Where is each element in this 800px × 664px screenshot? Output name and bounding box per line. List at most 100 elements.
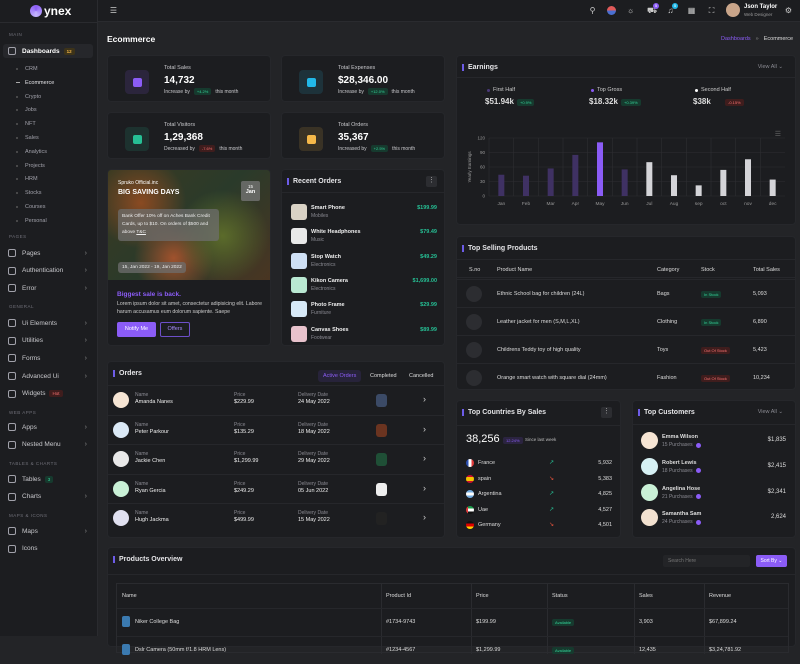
product-name[interactable]: Stop Watch [311, 253, 342, 260]
countries-since: Since last week [525, 437, 557, 442]
bell-icon[interactable]: ♫ 5 [667, 3, 678, 15]
more-options-icon[interactable]: ⋮ [601, 407, 612, 418]
summary-change: +0.39% [621, 99, 641, 106]
country-name: Germany [478, 522, 501, 529]
notify-me-button[interactable]: Notify Me [117, 322, 156, 337]
search-input[interactable] [663, 555, 750, 567]
sidebar-subitem[interactable]: Stocks [16, 190, 42, 196]
trend-down-icon: ↘ [549, 522, 555, 529]
product-name[interactable]: Smart Phone [311, 205, 345, 211]
bar-dec [769, 179, 776, 196]
chevron-right-icon: › [84, 249, 87, 257]
sidebar-subitem[interactable]: Projects [16, 163, 45, 169]
sidebar-subitem[interactable]: Courses [16, 204, 45, 210]
sidebar-item[interactable]: Advanced Ui › [3, 369, 93, 383]
more-options-icon[interactable]: ⋮ [426, 176, 437, 187]
sidebar-item[interactable]: Ui Elements › [3, 316, 93, 330]
card-title: Top Selling Products [462, 245, 537, 252]
card-title: Earnings [462, 64, 498, 71]
customer-name[interactable]: Emma Wilson [662, 434, 699, 440]
tab-active-orders[interactable]: Active Orders [318, 370, 362, 382]
sidebar-item[interactable]: Icons [3, 542, 93, 556]
promo-title: BIG SAVING DAYS [118, 189, 180, 196]
logo[interactable]: ynex [30, 4, 71, 18]
sidebar-subitem[interactable]: NFT [16, 121, 36, 127]
badge: 3 [44, 475, 54, 483]
trend-up-icon: ↗ [549, 506, 555, 513]
tab-cancelled[interactable]: Cancelled [409, 373, 434, 379]
theme-toggle-icon[interactable]: ☼ [626, 6, 635, 15]
customer-name[interactable]: Robert Lewis [662, 459, 697, 466]
sidebar-item[interactable]: Pages › [3, 246, 93, 260]
language-flag-icon[interactable] [607, 6, 616, 15]
sidebar-item[interactable]: Maps › [3, 524, 93, 538]
customer-name: Jackie Chen [135, 458, 166, 464]
view-all-dropdown[interactable]: View All ⌄ [757, 409, 783, 415]
sidebar-subitem[interactable]: CRM [16, 66, 38, 72]
sidebar-item[interactable]: Error › [3, 281, 93, 295]
sidebar-item[interactable]: Widgets Hot [3, 387, 93, 401]
sidebar-item[interactable]: Forms › [3, 351, 93, 365]
product-thumbnail [291, 325, 307, 342]
chevron-right-icon[interactable]: › [423, 482, 426, 493]
summary-legend: Top Gross [591, 87, 622, 93]
sidebar-item[interactable]: Apps › [3, 420, 93, 434]
search-icon[interactable]: ⚲ [589, 6, 596, 15]
product-name[interactable]: White Headphones [311, 229, 361, 236]
sidebar-item-dashboards[interactable]: Dashboards 12 [3, 44, 93, 58]
product-name: Ethnic School bag for children (24L) [497, 291, 585, 297]
settings-gear-icon[interactable]: ⚙ [784, 6, 793, 15]
customer-name: Hugh Jackma [135, 517, 169, 523]
sidebar-subitem[interactable]: Sales [16, 135, 39, 141]
apps-grid-icon[interactable]: ▦ [687, 6, 696, 15]
chevron-right-icon[interactable]: › [423, 453, 426, 463]
tab-completed[interactable]: Completed [370, 373, 397, 379]
fullscreen-icon[interactable]: ⛶ [708, 6, 715, 15]
category: Clothing [657, 319, 678, 325]
breadcrumb-dashboards[interactable]: Dashboards [721, 36, 751, 42]
sidebar-subitem[interactable]: HRM [16, 176, 38, 182]
sidebar-subitem[interactable]: Ecommerce [16, 80, 54, 86]
sidebar-subitem[interactable]: Personal [16, 218, 47, 224]
product-name[interactable]: Canvas Shoes [311, 326, 349, 333]
customer-name[interactable]: Samantha Sam [662, 511, 702, 518]
chart-menu-icon[interactable]: ☰ [774, 131, 781, 138]
sort-by-button[interactable]: Sort By ⌄ [756, 555, 787, 567]
sidebar-item[interactable]: Utilities › [3, 334, 93, 348]
order-price: $229.99 [234, 399, 254, 405]
sidebar-item[interactable]: Charts › [3, 490, 93, 504]
product-name[interactable]: Photo Frame [311, 302, 345, 309]
divider [282, 192, 444, 193]
sidebar-subitem[interactable]: Crypto [16, 94, 41, 100]
verified-icon [695, 442, 701, 448]
promo-date-range: 15, Jan 2022 - 19, Jan 2022 [118, 262, 186, 273]
user-avatar[interactable] [726, 3, 740, 17]
chevron-right-icon: › [84, 354, 87, 362]
logo-text: ynex [44, 4, 72, 18]
menu-toggle-icon[interactable]: ☰ [109, 6, 118, 15]
sidebar-subitem[interactable]: Analytics [16, 149, 47, 155]
view-all-dropdown[interactable]: View All ⌄ [757, 64, 783, 70]
product-name[interactable]: Kikon Camera [311, 277, 348, 284]
tnc-link[interactable]: T&C [136, 230, 146, 235]
table-row: Ethnic School bag for children (24L) Bags… [457, 279, 795, 307]
cart-icon[interactable]: ⛟ 5 [647, 3, 659, 15]
x-tick-label: Mar [547, 201, 556, 207]
stat-value: $28,346.00 [338, 75, 389, 86]
sidebar-item[interactable]: Nested Menu › [3, 438, 93, 452]
country-sales: 4,501 [598, 522, 612, 529]
chevron-right-icon[interactable]: › [423, 512, 426, 522]
sidebar-item[interactable]: Tables 3 [3, 472, 93, 486]
label: CRM [25, 66, 38, 72]
sidebar-subitem[interactable]: Jobs [16, 107, 37, 113]
chevron-right-icon[interactable]: › [423, 423, 426, 434]
chevron-right-icon: › [84, 337, 87, 345]
offers-button[interactable]: Offers [160, 322, 190, 337]
chevron-right-icon[interactable]: › [423, 394, 426, 404]
user-name[interactable]: Json Taylor [744, 4, 778, 10]
stat-card: Total Expenses $28,346.00 Increase by +12.0… [281, 55, 445, 102]
customer-name[interactable]: Angelina Hose [662, 485, 701, 492]
sidebar-item[interactable]: Authentication › [3, 264, 93, 278]
date-label: Delivery Date [298, 421, 329, 428]
legend-label: Top Gross [597, 87, 623, 93]
